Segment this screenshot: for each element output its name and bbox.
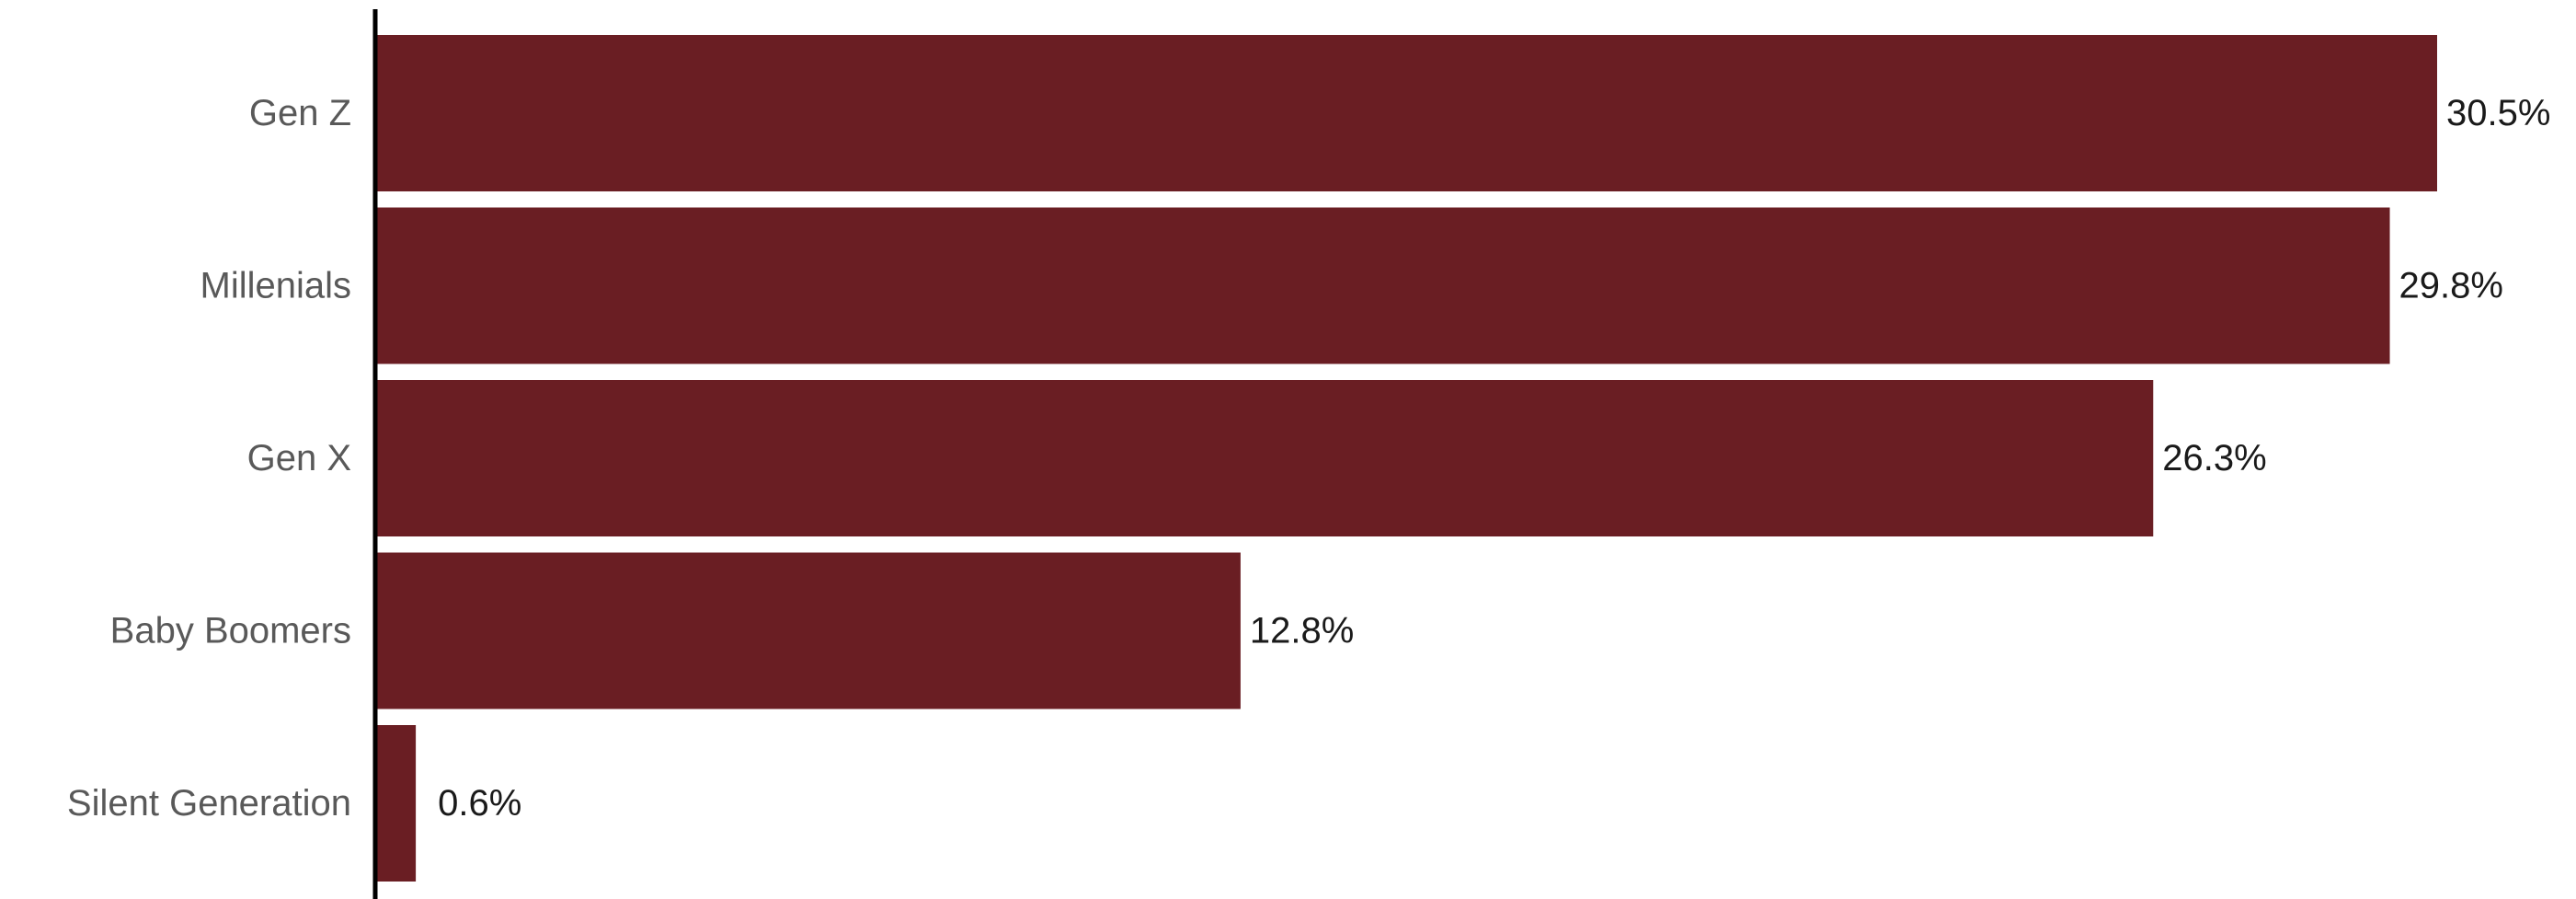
category-label: Silent Generation	[67, 783, 351, 824]
bar-millenials	[375, 207, 2390, 364]
labels-layer: Gen Z 30.5% Millenials 29.8% Gen X 26.3% Baby …	[67, 93, 2551, 824]
category-label: Millenials	[200, 266, 352, 306]
value-label: 0.6%	[438, 783, 521, 824]
bars-layer	[375, 35, 2437, 882]
category-label: Gen Z	[249, 93, 351, 133]
bar-gen-x	[375, 380, 2154, 536]
bar-gen-z	[375, 35, 2437, 191]
value-label: 12.8%	[1250, 611, 1354, 651]
bar-silent-generation	[375, 725, 417, 882]
category-label: Gen X	[247, 438, 351, 478]
category-label: Baby Boomers	[110, 611, 351, 651]
value-label: 30.5%	[2446, 93, 2550, 133]
value-label: 29.8%	[2399, 266, 2503, 306]
bar-baby-boomers	[375, 552, 1241, 709]
value-label: 26.3%	[2162, 438, 2266, 478]
